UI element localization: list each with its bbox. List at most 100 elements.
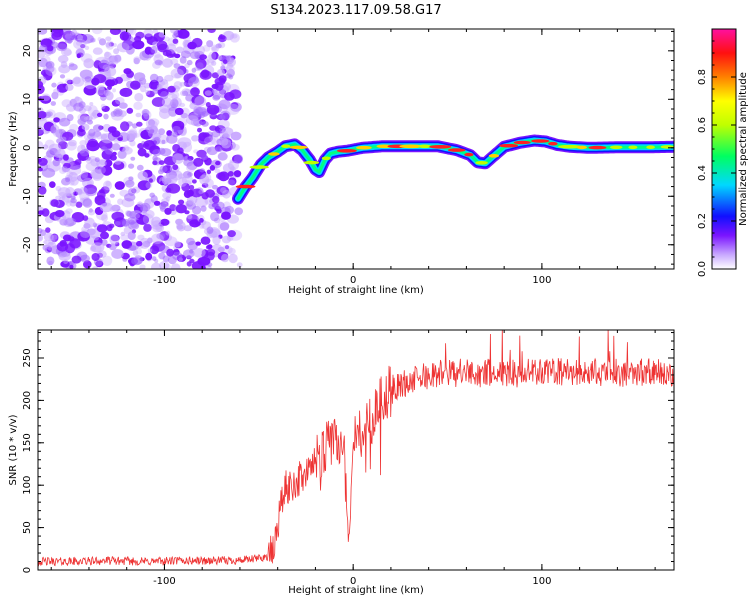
y-tick-label: -10 <box>22 188 33 204</box>
noise-blob <box>151 233 164 245</box>
noise-blob <box>102 64 111 71</box>
noise-blob <box>90 244 102 253</box>
noise-blob <box>156 40 168 51</box>
noise-blob <box>56 138 64 144</box>
noise-blob <box>195 241 201 246</box>
noise-blob <box>201 192 209 200</box>
noise-blob <box>131 186 141 194</box>
noise-blob <box>233 170 242 178</box>
noise-blob <box>199 168 205 173</box>
noise-blob <box>211 51 219 60</box>
noise-blob <box>64 37 71 43</box>
noise-blob <box>38 29 42 35</box>
noise-blob <box>68 63 78 71</box>
noise-blob <box>156 232 166 240</box>
noise-blob <box>197 127 202 133</box>
noise-blob <box>50 124 60 135</box>
noise-blob <box>111 211 125 221</box>
noise-blob <box>200 265 206 269</box>
noise-blob <box>80 53 93 63</box>
noise-blob <box>218 114 226 120</box>
figure-title: S134.2023.117.09.58.G17 <box>270 3 441 18</box>
noise-blob <box>101 214 108 222</box>
noise-blob <box>57 55 69 64</box>
x-tick-label: -100 <box>153 275 176 286</box>
noise-blob <box>176 221 186 232</box>
noise-blob <box>185 115 199 125</box>
noise-blob <box>172 251 183 261</box>
noise-blob <box>105 79 116 87</box>
ridge-hotspot <box>499 143 518 148</box>
noise-blob <box>179 81 186 87</box>
noise-blob <box>127 129 138 139</box>
noise-blob <box>69 123 79 132</box>
noise-blob <box>214 168 221 174</box>
x-tick-label: 100 <box>532 275 551 286</box>
noise-blob <box>124 179 135 188</box>
noise-blob <box>200 236 211 245</box>
noise-blob <box>177 65 187 76</box>
noise-blob <box>108 223 115 229</box>
noise-blob <box>109 234 120 246</box>
noise-blob <box>126 133 136 143</box>
noise-blob <box>73 38 87 50</box>
ridge-hotspot <box>576 145 587 150</box>
noise-blob <box>116 42 130 53</box>
noise-blob <box>101 165 113 176</box>
noise-blob <box>147 248 153 254</box>
noise-blob <box>228 253 238 264</box>
noise-blob <box>55 185 62 192</box>
colorbar-tick-label: 0.4 <box>697 165 708 181</box>
noise-blob <box>170 29 178 34</box>
noise-blob <box>159 108 171 119</box>
noise-blob <box>105 36 112 41</box>
noise-blob <box>77 113 89 122</box>
noise-blob <box>141 210 147 216</box>
noise-blob <box>113 48 120 55</box>
noise-blob <box>148 118 160 127</box>
noise-blob <box>209 125 217 131</box>
noise-blob <box>205 245 211 250</box>
noise-blob <box>111 143 121 151</box>
y-tick-label: 0 <box>22 145 33 151</box>
noise-blob <box>133 255 144 265</box>
noise-blob <box>122 146 133 155</box>
noise-blob <box>93 74 107 84</box>
noise-blob <box>65 103 77 112</box>
noise-blob <box>88 155 97 163</box>
noise-blob <box>160 148 172 157</box>
ridge-hotspot <box>531 139 550 143</box>
noise-blob <box>153 136 161 145</box>
noise-blob <box>40 95 52 104</box>
noise-blob <box>160 218 170 226</box>
noise-blob <box>38 167 43 172</box>
x-tick-label: 0 <box>350 275 356 286</box>
noise-blob <box>206 104 220 115</box>
noise-blob <box>147 128 162 139</box>
noise-blob <box>133 57 140 65</box>
noise-blob <box>80 44 86 49</box>
noise-blob <box>88 128 96 137</box>
noise-blob <box>65 177 71 183</box>
noise-blob <box>133 133 140 138</box>
noise-blob <box>200 69 210 78</box>
noise-blob <box>211 130 221 138</box>
noise-blob <box>100 133 114 144</box>
noise-blob <box>135 31 145 39</box>
noise-blob <box>78 101 86 108</box>
noise-blob <box>177 137 192 148</box>
noise-blob <box>199 174 210 185</box>
noise-blob <box>66 141 77 151</box>
noise-blob <box>206 58 215 67</box>
noise-blob <box>141 109 150 117</box>
noise-blob <box>97 84 105 90</box>
noise-blob <box>174 107 184 116</box>
noise-blob <box>120 121 130 132</box>
noise-blob <box>189 102 197 110</box>
noise-blob <box>144 153 150 158</box>
noise-blob <box>183 249 195 259</box>
noise-blob <box>170 263 181 269</box>
noise-blob <box>75 164 81 170</box>
noise-blob <box>46 256 55 266</box>
